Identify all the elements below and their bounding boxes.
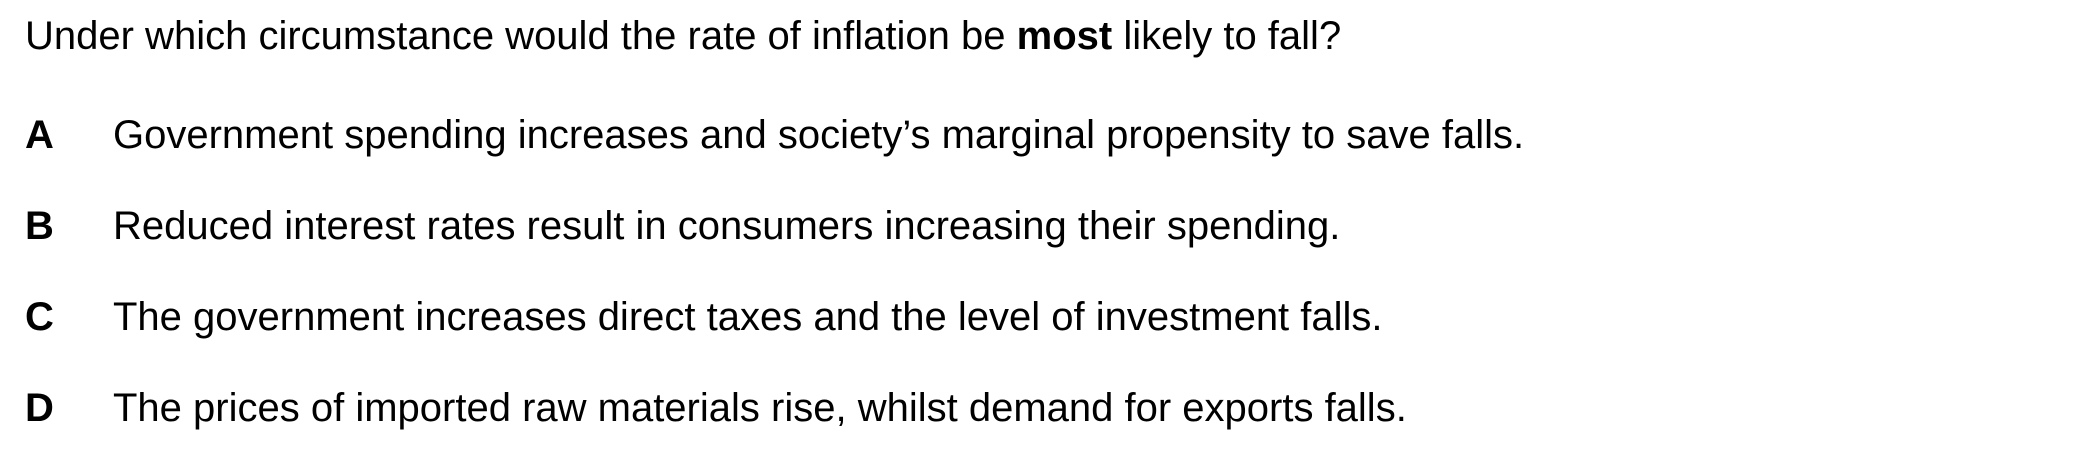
option-letter: B <box>25 204 54 248</box>
option-text: Reduced interest rates result in consume… <box>113 204 1341 248</box>
option-text: The prices of imported raw materials ris… <box>113 386 1407 430</box>
option-text: The government increases direct taxes an… <box>113 295 1383 339</box>
option-text: Government spending increases and societ… <box>113 113 1525 157</box>
question-text-before: Under which circumstance would the rate … <box>25 14 1017 58</box>
option-letter: C <box>25 295 54 339</box>
question-text: Under which circumstance would the rate … <box>25 10 1341 62</box>
question-emphasis: most <box>1016 14 1113 58</box>
question-text-after: likely to fall? <box>1112 14 1342 58</box>
option-letter: A <box>25 113 54 157</box>
option-letter: D <box>25 386 54 430</box>
